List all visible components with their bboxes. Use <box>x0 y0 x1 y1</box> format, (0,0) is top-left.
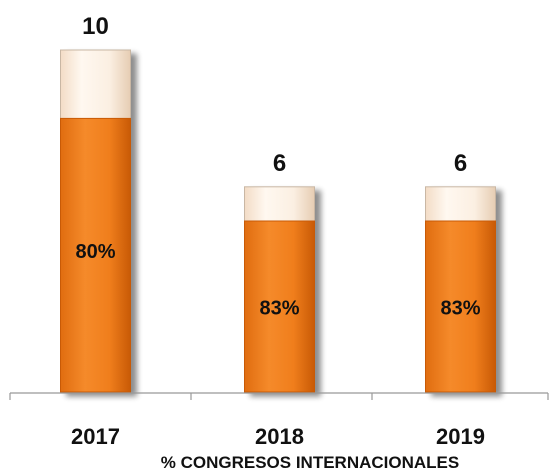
bar-part-2018 <box>244 220 315 393</box>
x-axis <box>9 392 549 400</box>
bar-part-2019 <box>425 220 496 393</box>
bar-value-label-2017: 10 <box>82 13 109 40</box>
bar-value-label-2019: 6 <box>454 150 467 177</box>
x-axis-title: % CONGRESOS INTERNACIONALES <box>161 453 459 472</box>
labels-layer: 10 80% 2017 6 83% 2018 6 83% 2019 <box>71 13 485 449</box>
bar-part-2017 <box>60 117 131 393</box>
bar-value-label-2018: 6 <box>273 150 286 177</box>
bar-percent-label-2017: 80% <box>75 241 115 263</box>
x-tick-label-2018: 2018 <box>255 424 304 449</box>
bar-percent-label-2018: 83% <box>259 298 299 320</box>
bar-percent-label-2019: 83% <box>440 298 480 320</box>
x-tick-label-2019: 2019 <box>436 424 485 449</box>
x-tick-label-2017: 2017 <box>71 424 120 449</box>
bars-layer <box>60 49 496 393</box>
